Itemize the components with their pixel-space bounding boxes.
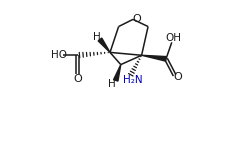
Text: O: O <box>173 72 182 82</box>
Polygon shape <box>113 65 121 81</box>
Text: H₂N: H₂N <box>123 75 143 85</box>
Text: O: O <box>74 74 83 84</box>
Polygon shape <box>98 38 110 52</box>
Text: OH: OH <box>165 33 181 43</box>
Polygon shape <box>142 55 166 61</box>
Text: H: H <box>94 32 101 42</box>
Text: O: O <box>132 14 141 24</box>
Text: HO: HO <box>51 50 67 60</box>
Text: H: H <box>108 79 116 89</box>
